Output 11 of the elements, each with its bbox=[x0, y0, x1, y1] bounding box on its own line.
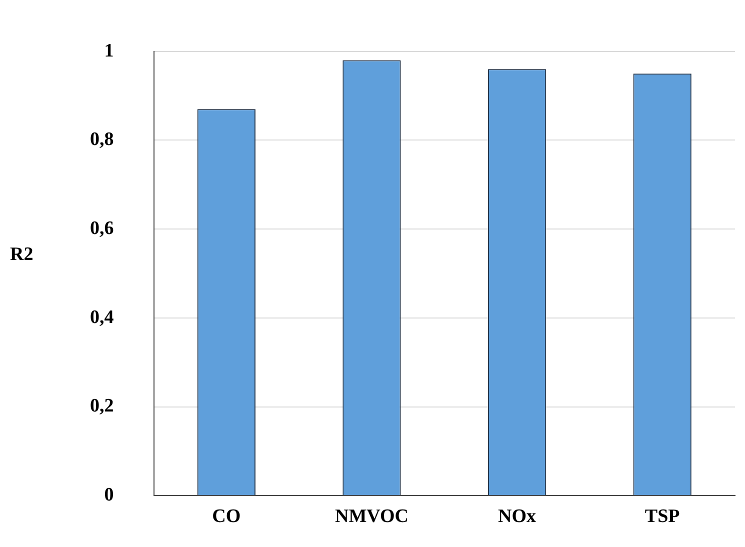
y-tick-label: 1 bbox=[104, 40, 114, 62]
x-tick-label: NOx bbox=[498, 506, 537, 527]
x-tick-label: NMVOC bbox=[334, 506, 408, 527]
y-tick-label: 0,6 bbox=[90, 218, 114, 239]
x-tick-label: CO bbox=[212, 506, 241, 527]
y-tick-label: 0 bbox=[104, 484, 114, 506]
y-tick-label: 0,2 bbox=[90, 396, 114, 417]
y-tick-label: 0,4 bbox=[90, 306, 114, 328]
y-axis-title: R2 bbox=[10, 244, 34, 266]
y-tick-label: 0,8 bbox=[90, 129, 114, 150]
x-tick-label: TSP bbox=[644, 506, 680, 527]
